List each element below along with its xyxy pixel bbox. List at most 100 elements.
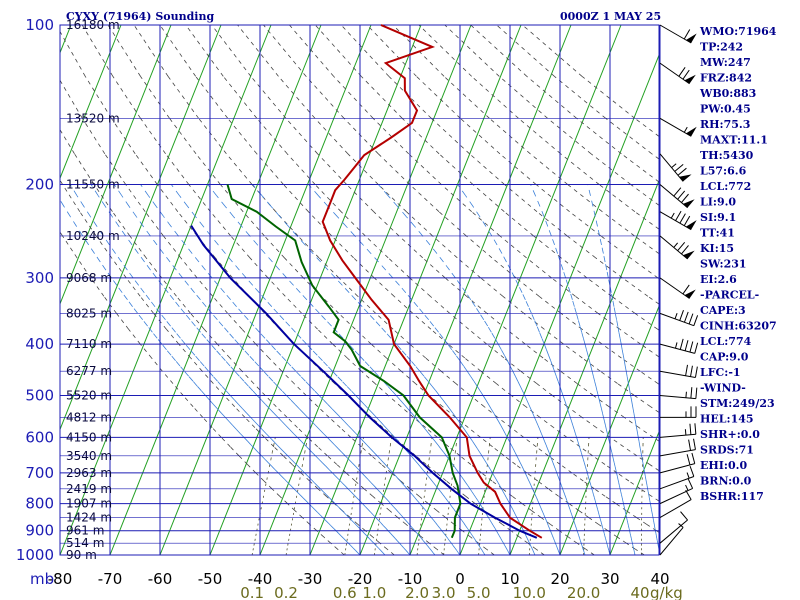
segment — [326, 496, 335, 504]
segment — [591, 488, 594, 492]
segment — [380, 421, 385, 426]
segment — [475, 540, 478, 544]
segment — [481, 455, 485, 460]
segment — [634, 417, 636, 422]
segment — [398, 235, 423, 259]
segment — [211, 313, 218, 321]
segment — [317, 406, 330, 418]
segment — [105, 269, 112, 279]
segment — [442, 406, 456, 418]
segment — [327, 455, 338, 465]
segment — [530, 545, 533, 549]
segment — [325, 520, 329, 524]
segment — [205, 306, 213, 314]
dry-adiabat — [133, 24, 660, 533]
segment — [249, 235, 258, 246]
segment — [191, 253, 200, 263]
segment — [254, 427, 265, 438]
height-label: 514 m — [66, 536, 104, 550]
segment — [499, 235, 527, 259]
segment — [273, 446, 284, 457]
segment — [382, 494, 386, 499]
segment — [534, 494, 537, 498]
segment — [521, 503, 532, 512]
segment — [167, 292, 175, 301]
segment — [525, 299, 529, 307]
segment — [487, 452, 489, 460]
segment — [353, 349, 360, 356]
segment — [340, 211, 366, 237]
segment — [264, 459, 269, 464]
barb-full — [683, 29, 691, 40]
segment — [156, 184, 179, 212]
temperature-tick-label: -50 — [198, 570, 223, 588]
segment — [427, 380, 433, 387]
segment — [598, 514, 601, 518]
segment — [189, 349, 196, 356]
segment — [217, 319, 224, 327]
moist-adiabat — [252, 184, 536, 556]
segment — [188, 376, 194, 382]
barb-staff — [659, 370, 696, 378]
segment — [492, 472, 495, 477]
segment — [629, 533, 632, 536]
segment — [537, 500, 540, 504]
segment — [261, 195, 272, 207]
segment — [264, 338, 271, 345]
segment — [535, 459, 537, 467]
wind-barb — [659, 310, 699, 327]
segment — [502, 429, 506, 434]
segment — [213, 383, 225, 396]
segment — [297, 485, 299, 492]
wind-barb — [659, 235, 695, 260]
segment — [451, 349, 457, 356]
segment — [327, 437, 332, 442]
segment — [560, 464, 573, 474]
pressure-tick-label: 600 — [25, 428, 54, 446]
wind-barb — [659, 24, 697, 44]
segment — [535, 421, 539, 426]
segment — [455, 383, 471, 396]
segment — [585, 548, 595, 556]
segment — [486, 514, 489, 518]
segment — [586, 277, 612, 297]
barb-full — [693, 438, 696, 450]
segment — [331, 408, 337, 414]
segment — [406, 216, 416, 227]
segment — [422, 235, 431, 246]
segment — [587, 355, 590, 361]
segment — [240, 433, 245, 438]
segment — [205, 269, 213, 279]
segment — [421, 425, 426, 430]
wind-barb — [659, 438, 696, 457]
segment — [299, 472, 302, 480]
segment — [539, 417, 554, 428]
segment — [175, 360, 181, 367]
segment — [192, 406, 204, 418]
segment — [436, 548, 445, 556]
segment — [531, 313, 535, 320]
segment — [230, 446, 240, 457]
segment — [265, 479, 268, 486]
segment — [366, 24, 417, 77]
moist-adiabat — [170, 184, 486, 556]
segment — [144, 261, 151, 271]
segment — [542, 511, 545, 516]
segment — [433, 482, 437, 486]
segment — [378, 184, 407, 212]
segment — [543, 216, 549, 227]
segment — [516, 455, 519, 460]
isotherm-line — [409, 24, 622, 556]
segment — [372, 514, 377, 518]
segment — [604, 535, 606, 539]
segment — [542, 437, 545, 442]
segment — [465, 482, 469, 486]
segment — [397, 517, 407, 525]
segment — [330, 525, 334, 529]
segment — [274, 469, 279, 474]
dry-adiabat — [59, 80, 495, 556]
segment — [606, 543, 608, 546]
barb-full — [679, 213, 686, 224]
segment — [386, 357, 402, 372]
